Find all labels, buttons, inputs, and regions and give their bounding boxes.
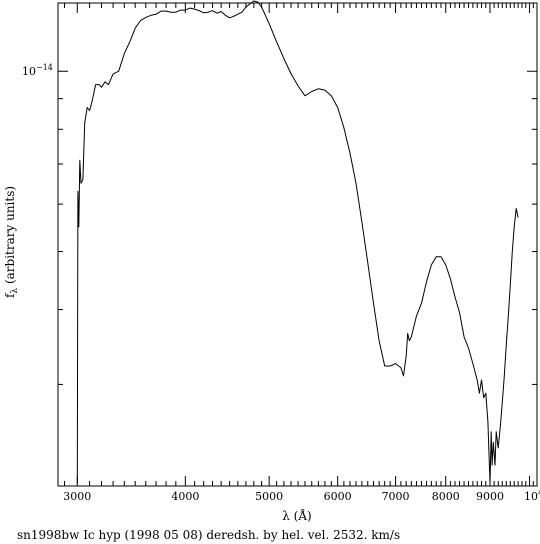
x-tick-label: 5000 (255, 490, 283, 503)
series-line (76, 0, 519, 484)
y-tick-labels: 10−14 (22, 63, 53, 78)
x-axis-label: λ (Å) (282, 508, 311, 523)
plot-frame (57, 2, 538, 487)
y-tick-label: 10−14 (22, 63, 53, 78)
x-tick-label: 8000 (432, 490, 460, 503)
x-tick-label: 104 (524, 488, 540, 503)
x-tick-labels: 3000 4000 5000 6000 7000 8000 9000 104 (63, 488, 540, 503)
y-axis-label: fλ (arbitrary units) (3, 186, 20, 298)
axis-ticks (58, 3, 538, 486)
caption: sn1998bw Ic hyp (1998 05 08) deredsh. by… (17, 528, 400, 542)
x-tick-label: 7000 (382, 490, 410, 503)
x-tick-label: 4000 (171, 490, 199, 503)
x-tick-label: 9000 (476, 490, 504, 503)
x-tick-label: 6000 (324, 490, 352, 503)
x-tick-label: 3000 (63, 490, 91, 503)
